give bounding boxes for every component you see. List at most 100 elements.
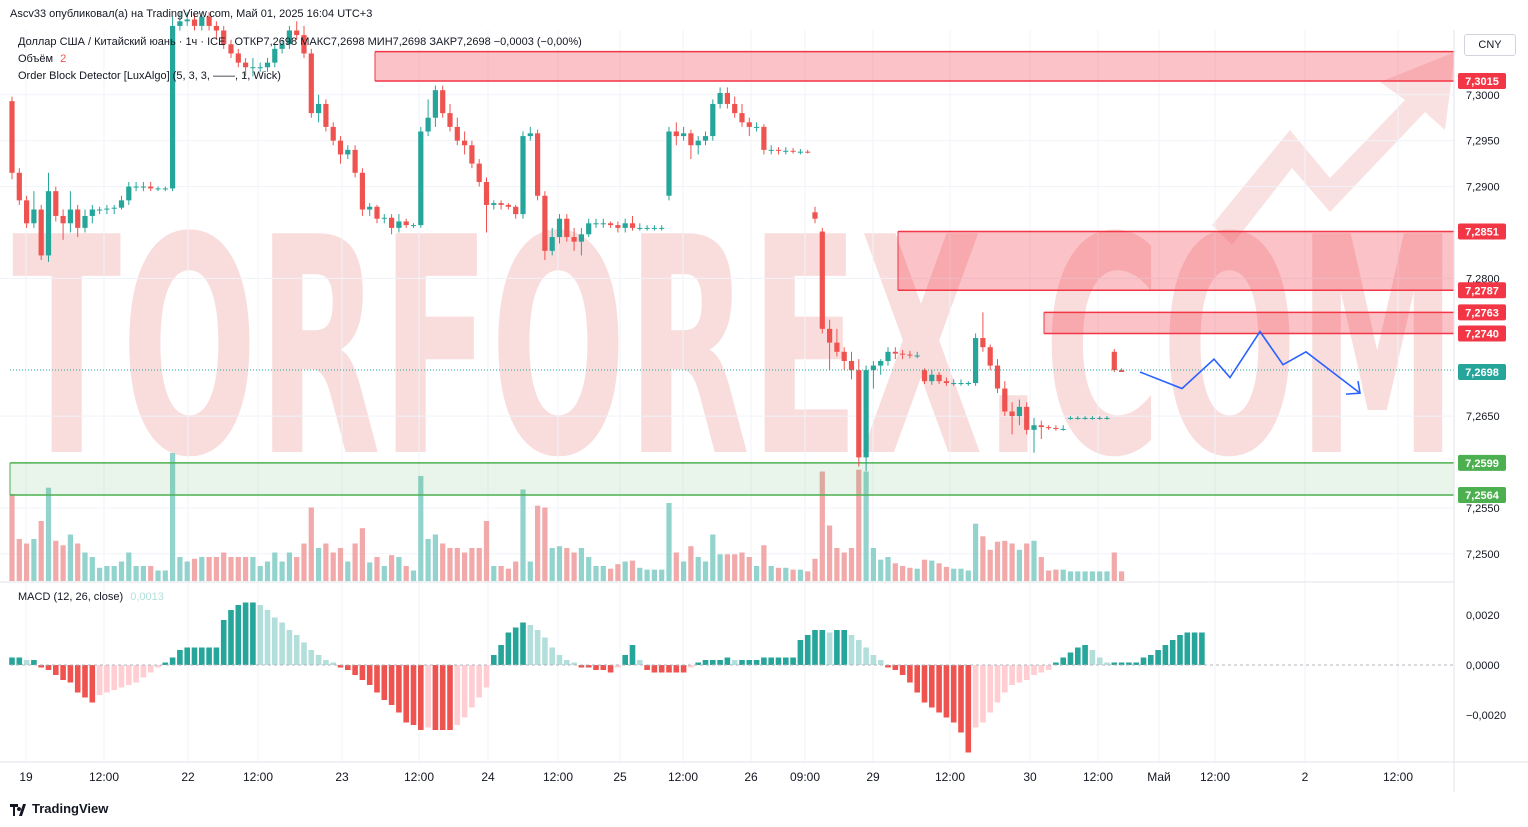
volume-bar — [345, 561, 351, 581]
legend-indicator-row[interactable]: Order Block Detector [LuxAlgo] (5, 3, 3,… — [18, 70, 281, 82]
legend-volume-row[interactable]: Объём 2 — [18, 53, 66, 65]
macd-bar — [133, 665, 139, 683]
macd-bar — [863, 647, 869, 665]
macd-bar — [542, 637, 548, 665]
macd-tick-label: 0,0000 — [1466, 660, 1500, 672]
time-tick-label: 12:00 — [935, 770, 965, 784]
macd-bar — [366, 665, 373, 685]
candle-body — [82, 215, 88, 228]
macd-bar — [476, 665, 482, 698]
volume-bar — [126, 552, 132, 581]
time-tick-label: 12:00 — [404, 770, 434, 784]
candle-body — [1053, 428, 1059, 430]
candle-body — [936, 374, 942, 382]
macd-bar — [936, 665, 942, 713]
time-tick-label: 24 — [481, 770, 495, 784]
time-axis[interactable]: 19 12:00 22 12:00 23 12:00 24 12:00 25 12:00 26 09:… — [19, 770, 1413, 784]
volume-bar — [834, 548, 840, 581]
candle-body — [410, 225, 417, 227]
volume-bar — [213, 557, 219, 581]
macd-bar — [147, 665, 154, 673]
price-badge-label: 7,2599 — [1465, 458, 1499, 470]
macd-bar — [16, 657, 23, 665]
volume-bar — [24, 543, 30, 581]
macd-bar — [965, 665, 972, 753]
volume-bar — [191, 558, 198, 581]
candle-body — [97, 209, 103, 211]
macd-bar — [783, 657, 789, 665]
candle-body — [535, 133, 541, 196]
macd-bar — [1140, 657, 1147, 665]
time-tick-label: 12:00 — [89, 770, 119, 784]
volume-bar — [1104, 571, 1110, 581]
legend-macd-row[interactable]: MACD (12, 26, close) 0,0013 — [18, 591, 164, 603]
volume-bar — [790, 569, 796, 581]
macd-bar — [651, 665, 658, 673]
volume-bar — [863, 471, 869, 581]
volume-bar — [469, 548, 475, 581]
volume-bar — [498, 566, 504, 581]
macd-bar — [315, 655, 322, 665]
macd-bar — [1082, 645, 1088, 665]
macd-bar — [447, 665, 453, 730]
candle-body — [746, 122, 752, 127]
macd-bar — [688, 665, 694, 668]
candle-body — [1104, 417, 1110, 419]
volume-bar — [447, 548, 453, 581]
macd-bar — [403, 665, 409, 723]
candle-body — [805, 151, 811, 153]
macd-bar — [885, 665, 891, 668]
brand-logo[interactable]: TradingView — [10, 801, 108, 816]
legend-symbol-row[interactable]: Доллар США / Китайский юань · 1ч · ICE О… — [18, 36, 582, 48]
candle-body — [126, 186, 132, 201]
macd-bar — [549, 647, 555, 665]
currency-button[interactable]: CNY — [1464, 34, 1516, 56]
time-tick-label: 30 — [1023, 770, 1037, 784]
volume-bar — [783, 567, 789, 581]
macd-bar — [323, 660, 329, 665]
candle-body — [337, 140, 344, 155]
candle-body — [644, 227, 650, 229]
candle-body — [213, 25, 219, 31]
symbol-title[interactable]: Доллар США / Китайский юань · 1ч · ICE — [18, 36, 226, 48]
macd-bar — [870, 655, 877, 665]
macd-bar — [804, 635, 811, 665]
volume-bar — [965, 570, 971, 581]
macd-axis[interactable]: 0,0020 0,0000 −0,0020 — [1466, 610, 1506, 722]
candle-body — [498, 203, 504, 205]
candle-body — [1038, 425, 1044, 428]
macd-bar — [564, 660, 570, 665]
candle-body — [914, 355, 920, 357]
price-badge-label: 7,2787 — [1465, 285, 1499, 297]
volume-bar — [1046, 570, 1052, 581]
candle-body — [856, 370, 862, 458]
volume-bar — [389, 555, 395, 581]
candle-body — [929, 374, 935, 382]
macd-bar — [819, 630, 826, 665]
candle-body — [374, 206, 380, 219]
macd-bar — [797, 640, 804, 665]
candle-body — [469, 145, 475, 164]
macd-bar — [337, 665, 344, 668]
macd-bar — [950, 665, 957, 723]
volume-bar — [1024, 543, 1030, 581]
candle-body — [352, 149, 358, 173]
macd-bar — [104, 665, 110, 693]
candle-body — [768, 149, 774, 151]
macd-bar — [1009, 665, 1015, 685]
volume-bar — [943, 566, 949, 581]
macd-bar — [1199, 632, 1205, 665]
macd-bar — [921, 665, 928, 703]
candle-body — [243, 62, 249, 68]
volume-bar — [775, 567, 782, 581]
time-tick-label: Май — [1147, 770, 1171, 784]
macd-value: 0,0013 — [130, 591, 164, 603]
candle-body — [520, 136, 526, 215]
macd-bar — [768, 657, 774, 665]
macd-bar — [775, 657, 782, 665]
macd-bar — [279, 622, 285, 665]
volume-bar — [812, 558, 818, 581]
candle-body — [308, 53, 314, 114]
volume-bar — [878, 559, 884, 581]
